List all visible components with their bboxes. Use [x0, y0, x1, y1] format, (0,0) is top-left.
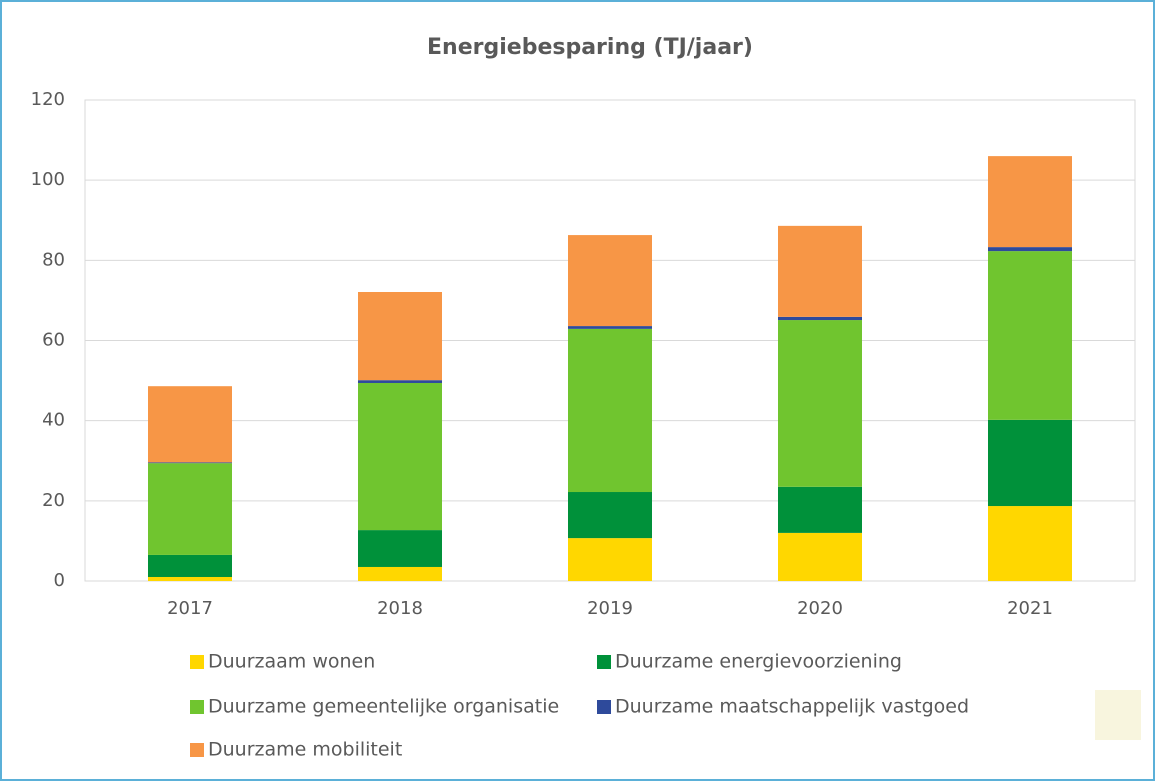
- y-tick-label: 20: [42, 490, 65, 511]
- bar-segment: [778, 320, 862, 487]
- legend-label: Duurzame maatschappelijk vastgoed: [615, 696, 969, 718]
- legend-swatch: [597, 655, 611, 669]
- bar-segment: [778, 316, 862, 321]
- legend-swatch: [597, 700, 611, 714]
- bar-segment: [778, 225, 862, 317]
- bar-segment: [568, 326, 652, 329]
- bar-segment: [568, 538, 652, 581]
- y-tick-label: 0: [54, 570, 65, 591]
- bar-segment: [988, 251, 1072, 420]
- bar-segment: [358, 382, 442, 531]
- bar-segment: [358, 380, 442, 383]
- bar-segment: [778, 486, 862, 533]
- x-tick-label: 2020: [797, 598, 843, 619]
- bar-segment: [778, 532, 862, 581]
- bar-segment: [988, 156, 1072, 248]
- legend-swatch: [190, 743, 204, 757]
- bar-segment: [358, 291, 442, 381]
- legend-label: Duurzame energievoorziening: [615, 651, 902, 673]
- y-tick-label: 100: [31, 169, 65, 190]
- bar-segment: [148, 386, 232, 463]
- y-tick-label: 40: [42, 410, 65, 431]
- y-tick-label: 120: [31, 89, 65, 110]
- y-tick-label: 80: [42, 249, 65, 270]
- x-tick-label: 2021: [1007, 598, 1053, 619]
- legend-swatch: [190, 700, 204, 714]
- legend-label: Duurzame gemeentelijke organisatie: [208, 696, 559, 718]
- bar-segment: [568, 235, 652, 327]
- bar-segment: [148, 462, 232, 464]
- bar-segment: [148, 576, 232, 581]
- bar-segment: [568, 328, 652, 493]
- bar-segment: [988, 506, 1072, 581]
- legend-swatch: [190, 655, 204, 669]
- legend-label: Duurzame mobiliteit: [208, 739, 402, 761]
- bar-segment: [358, 566, 442, 581]
- bar-segment: [358, 530, 442, 567]
- bar-segment: [988, 247, 1072, 252]
- x-tick-label: 2019: [587, 598, 633, 619]
- x-tick-label: 2017: [167, 598, 213, 619]
- bar-segment: [148, 554, 232, 577]
- chart-title: Energiebesparing (TJ/jaar): [427, 35, 753, 60]
- x-tick-label: 2018: [377, 598, 423, 619]
- bar-segment: [568, 492, 652, 539]
- bar-segment: [148, 463, 232, 555]
- bar-segment: [988, 419, 1072, 507]
- y-tick-label: 60: [42, 330, 65, 351]
- logo: [1095, 690, 1141, 740]
- legend-label: Duurzaam wonen: [208, 651, 375, 673]
